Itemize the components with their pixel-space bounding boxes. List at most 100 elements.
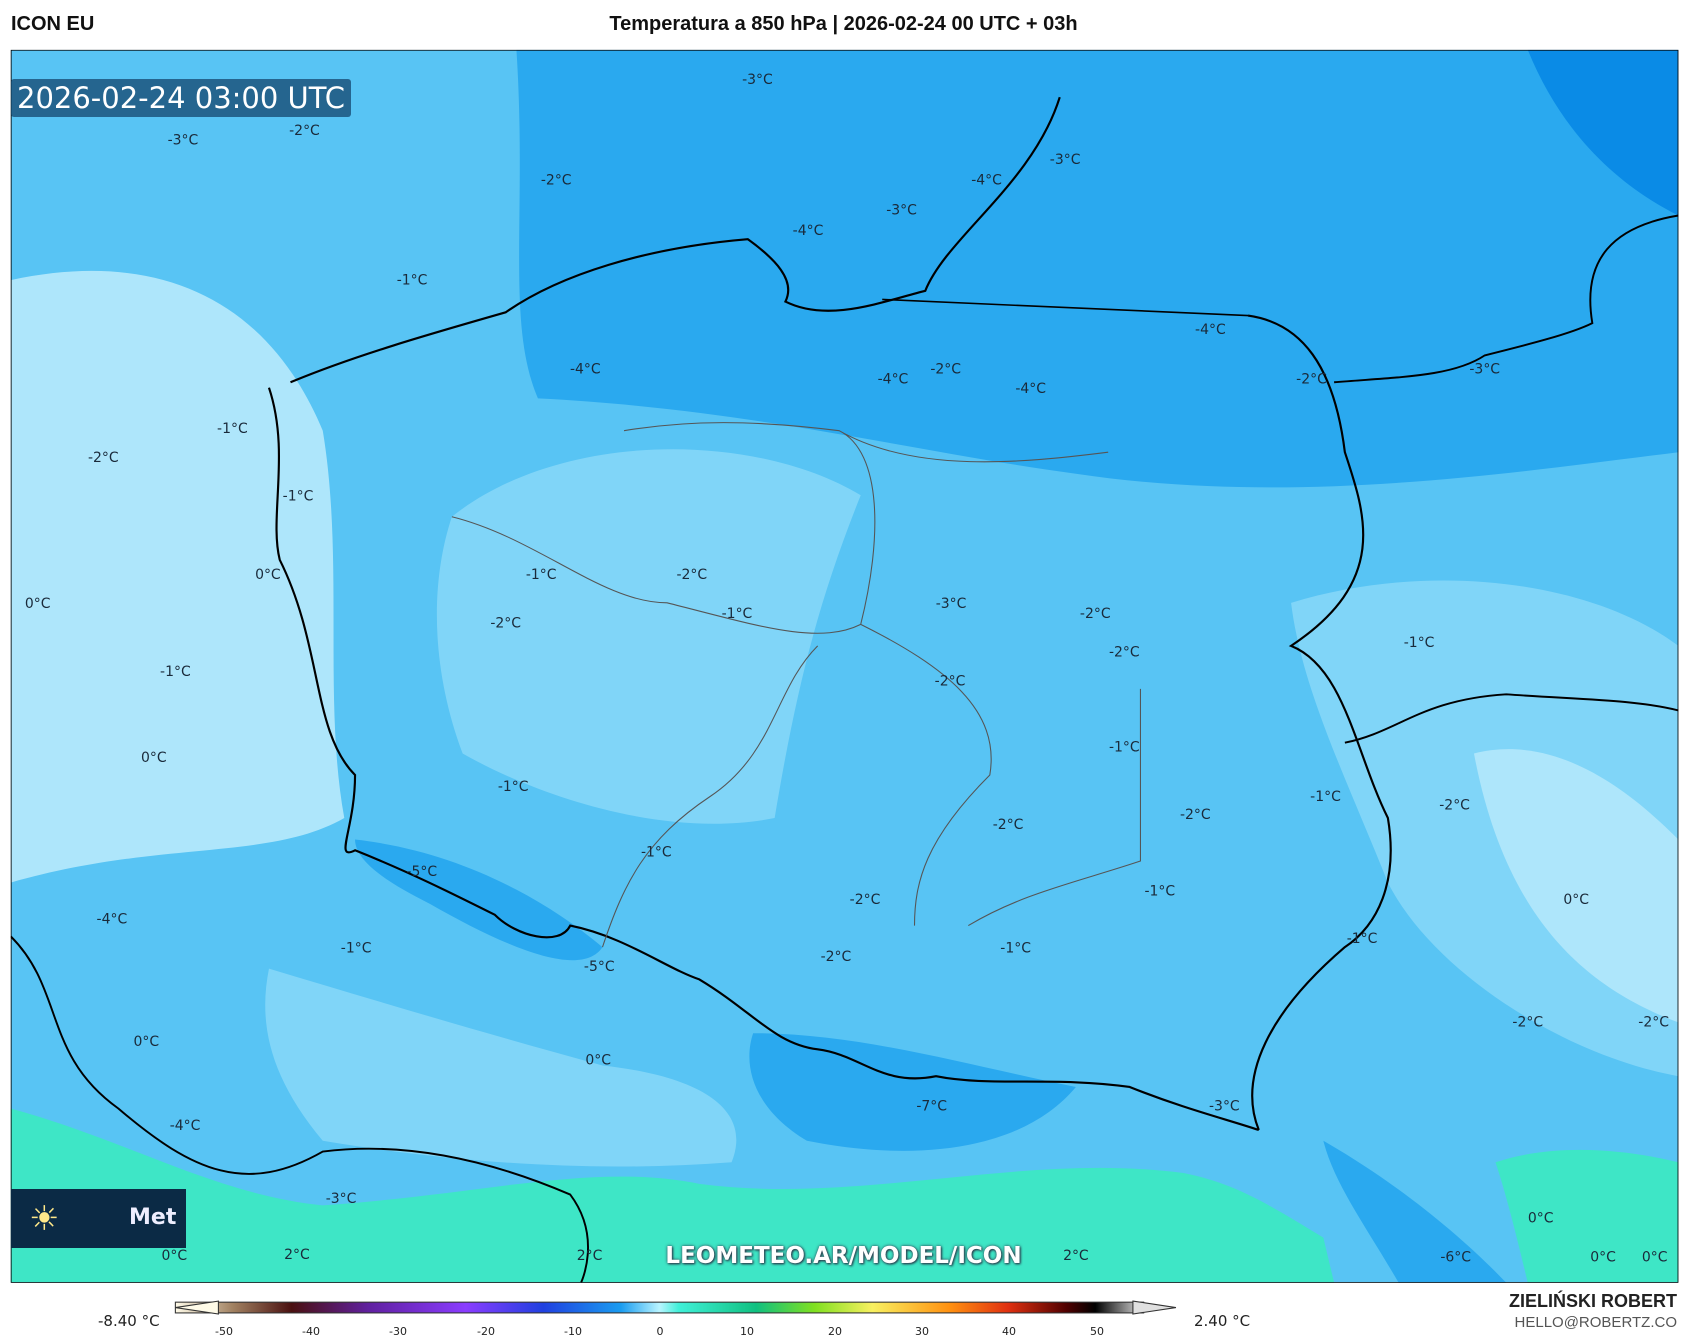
colorbar-tick: -20 <box>477 1325 495 1338</box>
isotherm-label: -2°C <box>850 892 881 908</box>
isotherm-label: -4°C <box>1195 322 1226 338</box>
isotherm-label: 0°C <box>1590 1249 1616 1265</box>
model-name: ICON EU <box>11 13 95 35</box>
border-kaliningrad <box>882 298 1249 317</box>
isotherm-label: -4°C <box>170 1118 201 1134</box>
isotherm-label: -1°C <box>1000 940 1031 956</box>
isotherm-label: -2°C <box>676 567 707 583</box>
isotherm-label: -3°C <box>742 72 773 88</box>
isotherm-label: 0°C <box>25 596 51 612</box>
isotherm-label: 0°C <box>141 750 167 766</box>
isotherm-label: -5°C <box>584 959 615 975</box>
border-lithuania <box>1334 214 1679 384</box>
isotherm-label: -1°C <box>1310 789 1341 805</box>
colorbar-tick: 30 <box>915 1325 929 1338</box>
isotherm-label: -4°C <box>97 911 128 927</box>
isotherm-label: -5°C <box>406 864 437 880</box>
isotherm-label: -4°C <box>971 172 1002 188</box>
author-name: ZIELIŃSKI ROBERT <box>1508 1291 1677 1311</box>
isotherm-label: -2°C <box>935 674 966 690</box>
mild-east <box>1473 749 1679 1023</box>
isotherm-label: -1°C <box>1109 739 1140 755</box>
colorbar-tick: -30 <box>389 1325 407 1338</box>
isotherm-label: -6°C <box>1440 1249 1471 1265</box>
coastline <box>290 96 1061 384</box>
isotherm-label: 2°C <box>577 1248 603 1264</box>
temperature-labels: -3°C -3°C -2°C -2°C -4°C -3°C -3°C -4°C -1°C -4°C… <box>25 72 1669 1265</box>
border-west <box>267 387 1260 1132</box>
isotherm-label: -1°C <box>1144 883 1175 899</box>
isotherm-label: -2°C <box>993 817 1024 833</box>
colorbar-max-arrow <box>1132 1300 1177 1315</box>
isotherm-label: -4°C <box>1015 381 1046 397</box>
isotherm-label: -1°C <box>498 779 529 795</box>
isotherm-label: 0°C <box>134 1034 160 1050</box>
isotherm-label: 0°C <box>585 1052 611 1068</box>
valid-time-stamp: 2026-02-24 03:00 UTC <box>11 79 352 117</box>
colorbar-max-label: 2.40 °C <box>1194 1312 1251 1330</box>
isotherm-label: -2°C <box>1439 797 1470 813</box>
isotherm-label: -1°C <box>526 567 557 583</box>
mid-center <box>436 449 861 824</box>
isotherm-label: 0°C <box>1642 1249 1668 1265</box>
map-field <box>10 49 1679 1283</box>
cold-southeast <box>1323 1140 1507 1283</box>
isotherm-label: -2°C <box>821 949 852 965</box>
cold-carpathians <box>749 1033 1076 1151</box>
isotherm-label: -2°C <box>541 172 572 188</box>
mild-west <box>10 270 345 883</box>
isotherm-label: -1°C <box>217 421 248 437</box>
warm-south <box>10 1108 1335 1283</box>
colorbar-tick: 0 <box>656 1325 664 1338</box>
colorbar-tick: -50 <box>215 1325 233 1338</box>
map-title: Temperatura a 850 hPa | 2026-02-24 00 UT… <box>609 13 1078 35</box>
isotherm-label: -1°C <box>283 489 314 505</box>
isotherm-label: -2°C <box>289 123 320 139</box>
isotherm-label: -1°C <box>1347 931 1378 947</box>
isotherm-label: -1°C <box>1404 635 1435 651</box>
isotherm-label: -3°C <box>168 133 199 149</box>
isotherm-label: 0°C <box>255 567 281 583</box>
isotherm-label: -4°C <box>570 362 601 378</box>
isotherm-label: 2°C <box>284 1247 310 1263</box>
isotherm-label: -4°C <box>878 371 909 387</box>
isotherm-label: -1°C <box>160 664 191 680</box>
mild-south <box>265 968 737 1167</box>
colorbar-min-label: -8.40 °C <box>98 1312 160 1330</box>
isotherm-label: -3°C <box>886 202 917 218</box>
isotherm-label: -1°C <box>397 272 428 288</box>
isotherm-label: -2°C <box>1638 1015 1669 1031</box>
isotherm-label: -2°C <box>1109 645 1140 661</box>
isotherm-label: -2°C <box>1080 606 1111 622</box>
isotherm-label: -1°C <box>722 606 753 622</box>
isotherm-label: -2°C <box>1296 371 1327 387</box>
isotherm-label: -3°C <box>1209 1099 1240 1115</box>
isotherm-label: 0°C <box>1528 1211 1554 1227</box>
isotherm-label: -3°C <box>1050 152 1081 168</box>
logo: ☀ Met <box>11 1189 186 1248</box>
colorbar-tick: 20 <box>828 1325 842 1338</box>
isotherm-label: -3°C <box>1469 362 1500 378</box>
isotherm-label: -2°C <box>1180 807 1211 823</box>
isotherm-label: 0°C <box>1563 892 1589 908</box>
isotherm-label: 0°C <box>161 1248 187 1264</box>
isotherm-label: -1°C <box>341 940 372 956</box>
colorbar-tick: 10 <box>740 1325 754 1338</box>
colorbar-tick: 50 <box>1090 1325 1104 1338</box>
regional-borders <box>451 422 1141 948</box>
isotherm-label: -3°C <box>326 1191 357 1207</box>
isotherm-label: 2°C <box>1063 1248 1089 1264</box>
isotherm-label: -2°C <box>88 450 119 466</box>
isotherm-label: -3°C <box>936 596 967 612</box>
isotherm-label: -7°C <box>916 1099 947 1115</box>
isotherm-label: -2°C <box>490 616 521 632</box>
sun-icon: ☀ <box>29 1199 60 1239</box>
isotherm-label: -4°C <box>793 223 824 239</box>
colorbar <box>174 1301 1145 1314</box>
colorbar-tick: 40 <box>1002 1325 1016 1338</box>
isotherm-label: -2°C <box>930 362 961 378</box>
border-south <box>10 935 589 1283</box>
isotherm-label: -2°C <box>1512 1015 1543 1031</box>
author-email: HELLO@ROBERTZ.CO <box>1514 1314 1677 1331</box>
